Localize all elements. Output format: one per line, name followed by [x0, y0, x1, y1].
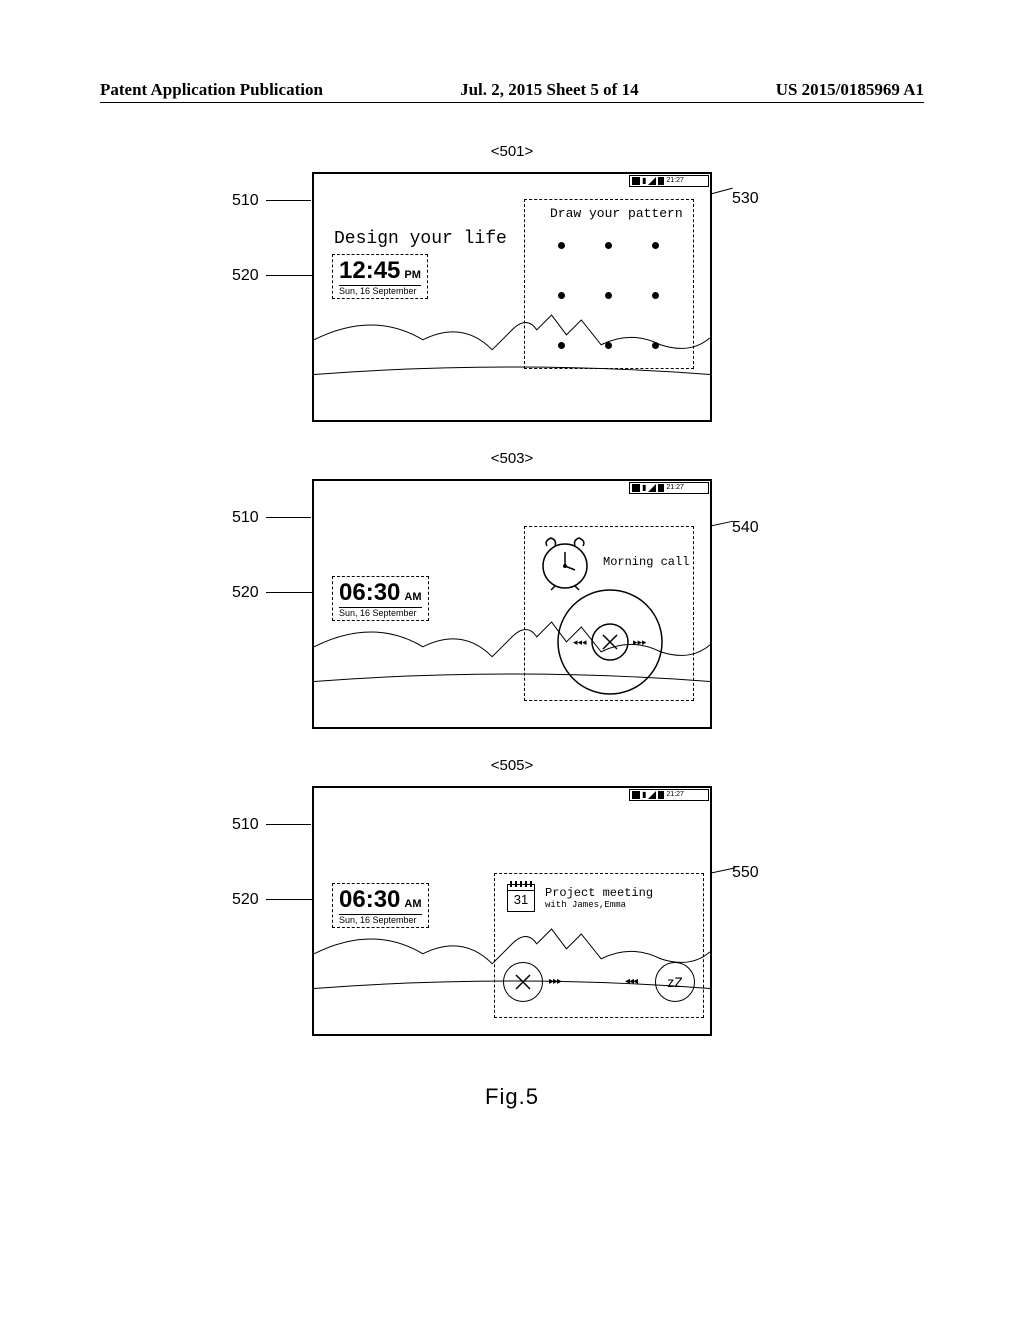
panel-505: 510 520 550 ▮ 21:27 06:30: [232, 786, 792, 1036]
pattern-dot[interactable]: [652, 292, 659, 299]
ref-510: 510: [232, 509, 259, 527]
panel-503: 510 520 540 ▮ 21:27 06:30: [232, 479, 792, 729]
battery-icon: [658, 791, 664, 799]
phone-frame: ▮ 21:27 Design your life 12:45 PM Sun, 1…: [312, 172, 712, 422]
page-header: Patent Application Publication Jul. 2, 2…: [100, 80, 924, 103]
arrow-right-icon: ▸▸▸: [549, 976, 561, 987]
dismiss-control[interactable]: ◂◂◂ ▸▸▸: [545, 587, 675, 702]
lead-line: [266, 200, 311, 201]
status-time: 21:27: [666, 483, 684, 493]
carrier-icon: [632, 484, 640, 492]
snooze-button[interactable]: zZ: [655, 962, 695, 1002]
pattern-title: Draw your pattern: [550, 206, 683, 221]
meeting-sub: with James,Emma: [545, 900, 626, 910]
meeting-title: Project meeting: [545, 886, 653, 900]
ref-550: 550: [732, 864, 759, 882]
close-icon: [513, 972, 533, 992]
signal-icon: [648, 791, 656, 799]
ref-520: 520: [232, 584, 259, 602]
clock-ampm: PM: [404, 269, 421, 281]
arrow-left-icon: ◂◂◂: [625, 976, 637, 987]
clock-date: Sun, 16 September: [339, 607, 422, 618]
battery-icon: [658, 484, 664, 492]
ref-520: 520: [232, 891, 259, 909]
ref-510: 510: [232, 192, 259, 210]
pattern-unlock-box[interactable]: Draw your pattern: [524, 199, 694, 369]
battery-icon: [658, 177, 664, 185]
alarm-clock-icon: [535, 532, 595, 592]
panel-label-505: <505>: [491, 757, 534, 774]
lead-line: [266, 517, 311, 518]
header-center: Jul. 2, 2015 Sheet 5 of 14: [460, 80, 639, 100]
wifi-icon: ▮: [642, 483, 646, 493]
pattern-dot[interactable]: [605, 292, 612, 299]
snooze-label: zZ: [667, 974, 683, 990]
ref-510: 510: [232, 816, 259, 834]
page: Patent Application Publication Jul. 2, 2…: [0, 0, 1024, 1320]
carrier-icon: [632, 791, 640, 799]
clock-time: 06:30: [339, 579, 400, 606]
header-right: US 2015/0185969 A1: [776, 80, 924, 100]
clock-widget: 06:30 AM Sun, 16 September: [332, 883, 429, 928]
calendar-rings: [508, 881, 534, 887]
svg-text:◂◂◂: ◂◂◂: [573, 637, 587, 647]
clock-time: 12:45: [339, 257, 400, 284]
meeting-box: 31 Project meeting with James,Emma ▸▸▸ ◂…: [494, 873, 704, 1018]
pattern-dot[interactable]: [605, 242, 612, 249]
svg-text:▸▸▸: ▸▸▸: [633, 637, 647, 647]
status-time: 21:27: [666, 176, 684, 186]
clock-time: 06:30: [339, 886, 400, 913]
figure-caption: Fig.5: [485, 1084, 539, 1110]
panel-label-503: <503>: [491, 450, 534, 467]
ref-530: 530: [732, 190, 759, 208]
phone-frame: ▮ 21:27 06:30 AM Sun, 16 September: [312, 786, 712, 1036]
ref-540: 540: [732, 519, 759, 537]
panel-501: 510 520 530 ▮ 21:27 Design your life: [232, 172, 792, 422]
tagline: Design your life: [334, 229, 507, 249]
status-bar: ▮ 21:27: [629, 175, 709, 187]
signal-icon: [648, 177, 656, 185]
panel-label-501: <501>: [491, 143, 534, 160]
clock-date: Sun, 16 September: [339, 914, 422, 925]
ref-520: 520: [232, 267, 259, 285]
wifi-icon: ▮: [642, 790, 646, 800]
phone-frame: ▮ 21:27 06:30 AM Sun, 16 September: [312, 479, 712, 729]
calendar-day: 31: [508, 890, 534, 909]
clock-widget: 12:45 PM Sun, 16 September: [332, 254, 428, 299]
wifi-icon: ▮: [642, 176, 646, 186]
alarm-label: Morning call: [603, 555, 689, 569]
alarm-box: Morning call ◂◂◂ ▸▸▸: [524, 526, 694, 701]
status-icons: ▮ 21:27: [630, 483, 708, 493]
status-icons: ▮ 21:27: [630, 176, 708, 186]
clock-widget: 06:30 AM Sun, 16 September: [332, 576, 429, 621]
pattern-dot[interactable]: [558, 342, 565, 349]
carrier-icon: [632, 177, 640, 185]
dismiss-button[interactable]: [503, 962, 543, 1002]
lead-line: [266, 824, 311, 825]
status-time: 21:27: [666, 790, 684, 800]
clock-ampm: AM: [404, 898, 421, 910]
figure-5: <501> 510 520 530 ▮ 21:27: [100, 143, 924, 1110]
calendar-icon: 31: [507, 884, 535, 912]
clock-ampm: AM: [404, 591, 421, 603]
pattern-dot[interactable]: [558, 292, 565, 299]
header-left: Patent Application Publication: [100, 80, 323, 100]
status-bar: ▮ 21:27: [629, 789, 709, 801]
pattern-dot[interactable]: [558, 242, 565, 249]
pattern-dot[interactable]: [652, 342, 659, 349]
pattern-dot[interactable]: [605, 342, 612, 349]
pattern-dot[interactable]: [652, 242, 659, 249]
clock-date: Sun, 16 September: [339, 285, 421, 296]
status-bar: ▮ 21:27: [629, 482, 709, 494]
signal-icon: [648, 484, 656, 492]
status-icons: ▮ 21:27: [630, 790, 708, 800]
